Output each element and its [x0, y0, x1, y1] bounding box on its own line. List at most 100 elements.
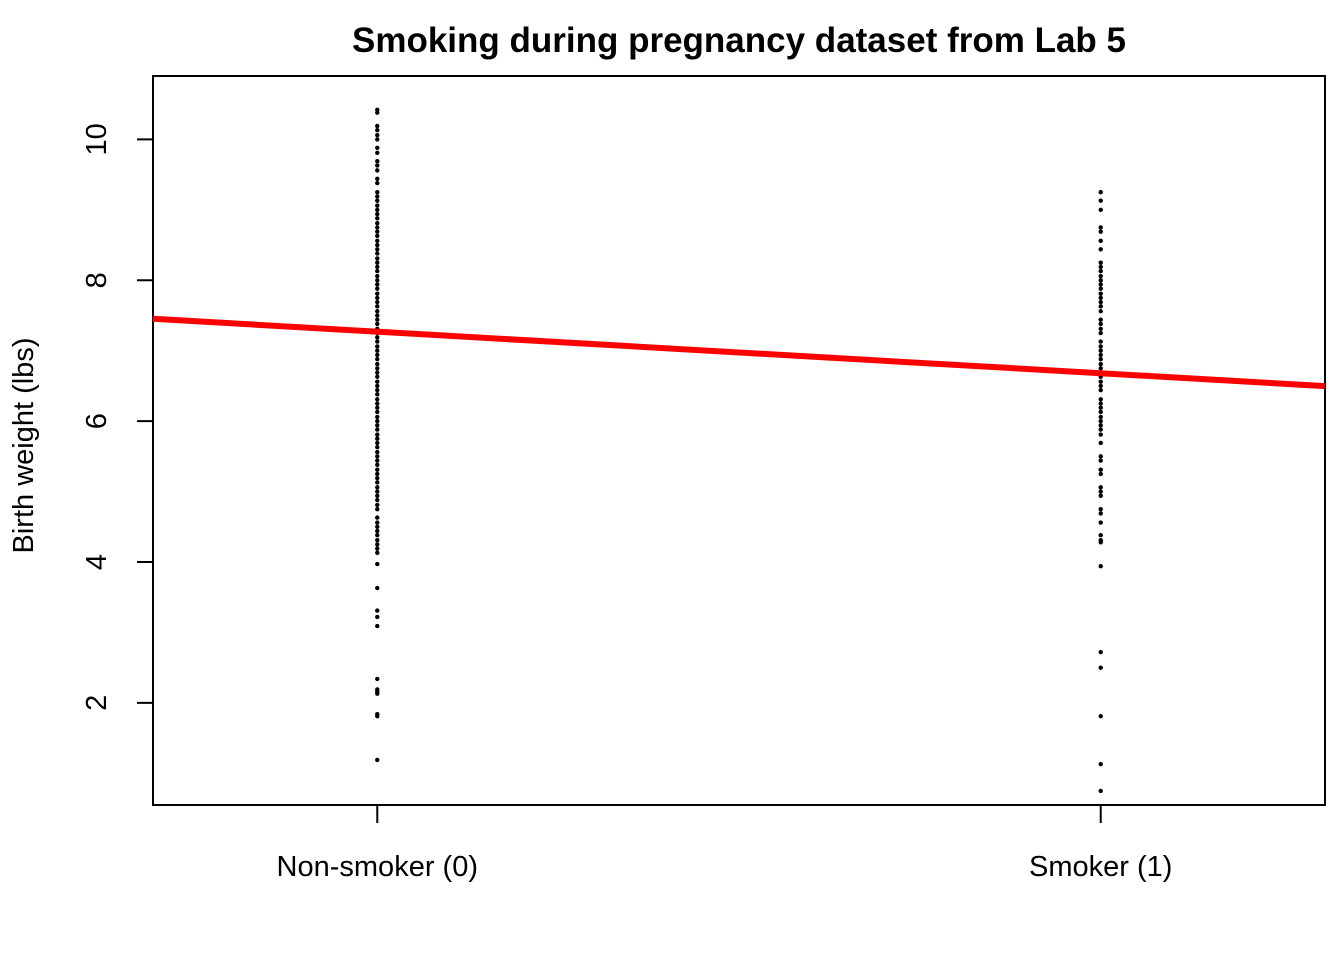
data-point	[375, 397, 380, 402]
data-point	[375, 757, 380, 763]
data-point	[375, 489, 380, 494]
y-tick-label: 10	[81, 123, 113, 155]
data-point	[1098, 379, 1103, 384]
data-point	[1098, 397, 1103, 402]
data-point	[375, 387, 380, 393]
data-point	[375, 454, 380, 459]
data-point	[375, 383, 380, 389]
data-point	[375, 321, 380, 327]
data-point	[1098, 761, 1103, 767]
data-point	[1098, 489, 1103, 494]
data-point	[375, 291, 380, 296]
data-point	[375, 515, 380, 520]
data-point	[1098, 273, 1103, 279]
data-point	[375, 313, 380, 318]
data-point	[375, 238, 380, 244]
data-point	[375, 418, 380, 424]
data-point	[1098, 361, 1103, 367]
data-point	[1098, 348, 1103, 353]
data-point	[1098, 366, 1103, 371]
data-point	[1098, 418, 1103, 424]
data-point	[375, 163, 380, 168]
data-point	[1098, 295, 1103, 301]
data-point	[375, 348, 380, 353]
data-point	[375, 216, 380, 221]
data-point	[375, 132, 380, 138]
data-point	[375, 299, 380, 305]
data-point	[375, 537, 380, 543]
data-point	[375, 256, 380, 261]
x-tick-label: Non-smoker (0)	[277, 851, 478, 883]
data-point	[375, 623, 380, 629]
data-point	[375, 128, 380, 133]
data-point	[375, 339, 380, 344]
data-point	[1098, 788, 1103, 794]
data-point	[375, 528, 380, 534]
data-point	[375, 497, 380, 503]
data-point	[375, 145, 380, 151]
x-axis: Non-smoker (0) Smoker (1)	[277, 804, 1172, 883]
data-point	[375, 107, 380, 113]
data-point	[1098, 304, 1103, 309]
data-point	[375, 233, 380, 239]
data-point	[375, 282, 380, 287]
data-point	[375, 247, 380, 252]
data-point	[375, 268, 380, 274]
data-point	[375, 392, 380, 397]
data-point	[375, 379, 380, 384]
data-point	[1098, 423, 1103, 428]
data-point	[1098, 405, 1103, 410]
data-point	[1098, 454, 1103, 459]
data-point	[375, 480, 380, 485]
data-point	[375, 409, 380, 415]
data-point	[375, 180, 380, 186]
data-point	[375, 221, 380, 226]
data-point	[375, 242, 380, 248]
data-point	[1098, 564, 1103, 569]
chart-title: Smoking during pregnancy dataset from La…	[352, 21, 1126, 60]
data-point	[375, 211, 380, 217]
data-point	[1098, 485, 1103, 490]
data-point	[1098, 268, 1103, 274]
data-point	[375, 366, 380, 371]
data-point	[375, 687, 380, 692]
data-point	[1098, 506, 1103, 512]
data-point	[1098, 247, 1103, 252]
data-point	[375, 533, 380, 538]
data-point	[375, 344, 380, 349]
data-point	[1098, 229, 1103, 234]
data-point	[375, 520, 380, 525]
data-point	[1098, 356, 1103, 362]
data-point	[375, 225, 380, 230]
data-point	[375, 405, 380, 410]
data-point	[375, 506, 380, 512]
data-point	[375, 502, 380, 508]
data-point	[375, 286, 380, 291]
data-point	[1098, 649, 1103, 655]
data-point	[1098, 458, 1103, 463]
y-tick-label: 4	[81, 554, 113, 570]
data-point	[1098, 190, 1103, 195]
data-point	[1098, 207, 1103, 213]
series-non-smoker-0	[375, 107, 380, 763]
data-point	[1098, 260, 1103, 265]
data-point	[375, 608, 380, 613]
data-point	[375, 176, 380, 182]
data-point	[1098, 511, 1103, 516]
data-point	[1098, 278, 1103, 283]
data-point	[375, 198, 380, 203]
regression-line	[152, 315, 1326, 390]
data-point	[375, 436, 380, 441]
data-point	[1098, 467, 1103, 472]
data-point	[375, 295, 380, 301]
data-point	[375, 278, 380, 283]
data-point	[375, 159, 380, 164]
data-point	[375, 260, 380, 265]
data-point	[1098, 326, 1103, 332]
data-point	[375, 542, 380, 547]
y-tick-label: 8	[81, 272, 113, 288]
data-point	[375, 374, 380, 379]
data-point	[1098, 440, 1103, 446]
data-point	[1098, 714, 1103, 719]
data-point	[1098, 665, 1103, 670]
